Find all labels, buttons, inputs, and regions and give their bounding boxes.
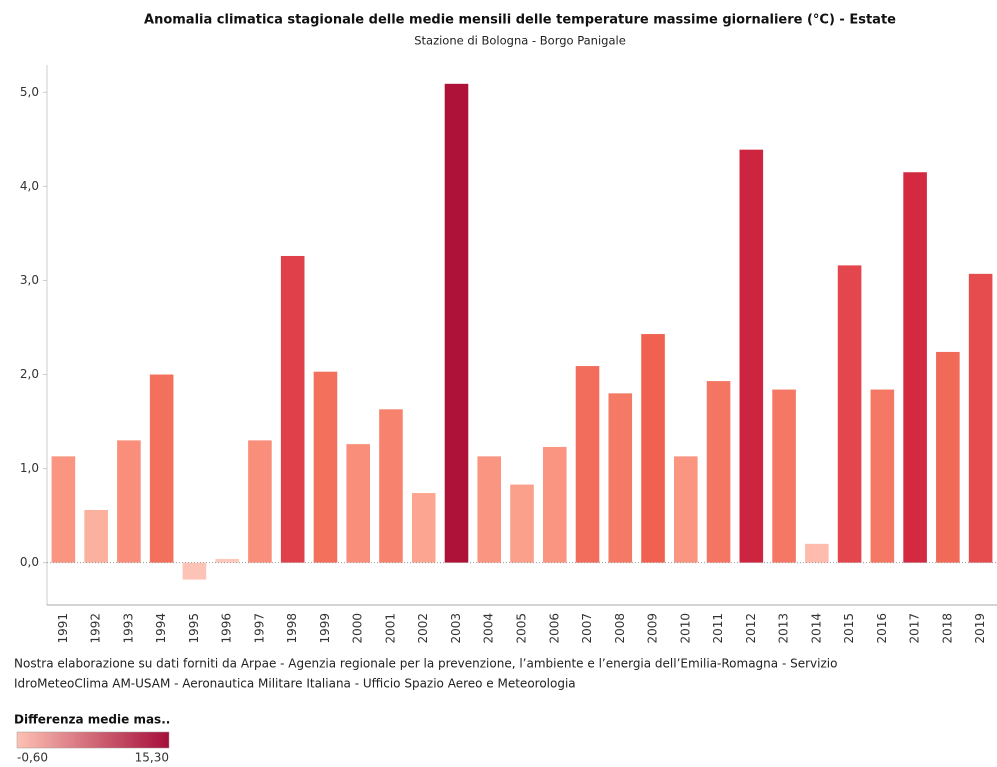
x-tick-label: 1998 xyxy=(285,613,299,644)
x-tick-label: 2019 xyxy=(973,613,987,644)
y-tick-label: 1,0 xyxy=(20,461,39,475)
source-note: Nostra elaborazione su dati forniti da A… xyxy=(14,657,837,671)
chart-subtitle: Stazione di Bologna - Borgo Panigale xyxy=(414,34,626,48)
bar xyxy=(444,83,469,563)
y-tick-label: 3,0 xyxy=(20,273,39,287)
x-tick-label: 2000 xyxy=(351,613,365,644)
x-tick-label: 2002 xyxy=(416,613,430,644)
y-tick-label: 0,0 xyxy=(20,555,39,569)
legend-title: Differenza medie mas.. xyxy=(14,713,170,727)
y-tick-label: 4,0 xyxy=(20,179,39,193)
x-tick-label: 2014 xyxy=(809,613,823,644)
x-tick-label: 2009 xyxy=(646,613,660,644)
bar xyxy=(84,509,108,563)
x-tick-label: 2001 xyxy=(383,613,397,644)
bar xyxy=(510,484,534,563)
x-tick-label: 2016 xyxy=(875,613,889,644)
bar xyxy=(149,374,174,563)
bar xyxy=(542,446,567,563)
bar xyxy=(313,371,338,563)
x-tick-label: 2007 xyxy=(580,613,594,644)
bar xyxy=(903,172,927,563)
bar xyxy=(477,456,502,563)
y-tick-label: 2,0 xyxy=(20,367,39,381)
x-tick-label: 1999 xyxy=(318,613,332,644)
x-tick-label: 2006 xyxy=(547,613,561,644)
legend-max: 15,30 xyxy=(135,751,169,765)
bar xyxy=(280,255,305,563)
x-tick-label: 2012 xyxy=(744,613,758,644)
chart-title: Anomalia climatica stagionale delle medi… xyxy=(144,13,896,28)
y-tick-label: 5,0 xyxy=(20,85,39,99)
bar xyxy=(248,440,272,563)
x-tick-label: 2008 xyxy=(613,613,627,644)
bar xyxy=(346,444,370,563)
bar xyxy=(51,456,76,563)
bar xyxy=(608,393,633,563)
bar xyxy=(575,366,600,563)
x-tick-label: 1995 xyxy=(187,613,201,644)
x-tick-label: 2010 xyxy=(678,613,692,644)
source-note: IdroMeteoClima AM-USAM - Aeronautica Mil… xyxy=(14,677,576,691)
x-tick-label: 2005 xyxy=(515,613,529,644)
bar xyxy=(411,493,436,563)
legend-gradient xyxy=(16,731,170,749)
bar xyxy=(772,389,796,563)
bar xyxy=(215,558,239,563)
x-tick-label: 2003 xyxy=(449,613,463,644)
bar xyxy=(968,273,993,563)
bar xyxy=(870,389,895,563)
bar xyxy=(182,562,207,580)
x-tick-label: 1994 xyxy=(154,613,168,644)
bar xyxy=(706,381,731,563)
bar xyxy=(641,334,665,563)
legend-min: -0,60 xyxy=(17,751,48,765)
x-tick-label: 2011 xyxy=(711,613,725,644)
bar xyxy=(739,149,764,563)
x-tick-label: 2004 xyxy=(482,613,496,644)
bar xyxy=(837,265,862,563)
bar xyxy=(117,440,141,563)
x-tick-label: 2018 xyxy=(940,613,954,644)
bar xyxy=(379,409,403,563)
bar xyxy=(674,456,698,563)
x-tick-label: 1992 xyxy=(89,613,103,644)
x-tick-label: 2015 xyxy=(842,613,856,644)
x-tick-label: 1997 xyxy=(252,613,266,644)
bar xyxy=(805,543,829,563)
x-tick-label: 1993 xyxy=(121,613,135,644)
x-tick-label: 1996 xyxy=(220,613,234,644)
x-tick-label: 1991 xyxy=(56,613,70,644)
x-tick-label: 2017 xyxy=(908,613,922,644)
x-tick-label: 2013 xyxy=(777,613,791,644)
bar xyxy=(936,351,960,563)
